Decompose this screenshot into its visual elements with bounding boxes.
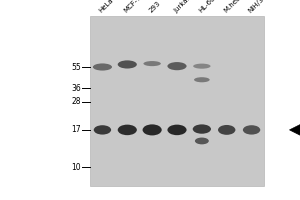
Text: 17: 17	[71, 125, 81, 134]
Text: 28: 28	[71, 97, 81, 106]
Bar	[90, 16, 264, 186]
Text: NIH/3T3: NIH/3T3	[247, 0, 272, 14]
Ellipse shape	[167, 125, 187, 135]
Ellipse shape	[218, 125, 236, 135]
Ellipse shape	[143, 61, 161, 66]
Ellipse shape	[142, 124, 162, 135]
Ellipse shape	[118, 60, 137, 69]
Polygon shape	[290, 124, 300, 136]
Text: MCF-7: MCF-7	[123, 0, 143, 14]
Text: M.heart: M.heart	[223, 0, 246, 14]
Ellipse shape	[94, 125, 111, 135]
Ellipse shape	[93, 63, 112, 71]
Ellipse shape	[167, 62, 187, 70]
Ellipse shape	[243, 125, 260, 135]
Text: HL-60: HL-60	[198, 0, 216, 14]
Ellipse shape	[118, 125, 137, 135]
Text: 55: 55	[71, 62, 81, 72]
Ellipse shape	[195, 138, 209, 144]
Text: 10: 10	[71, 163, 81, 172]
Ellipse shape	[193, 124, 211, 134]
Ellipse shape	[193, 64, 211, 69]
Ellipse shape	[194, 77, 210, 82]
Text: Jurkat: Jurkat	[173, 0, 191, 14]
Text: 36: 36	[71, 84, 81, 93]
Text: HeLa: HeLa	[98, 0, 115, 14]
Text: 293: 293	[148, 0, 162, 14]
